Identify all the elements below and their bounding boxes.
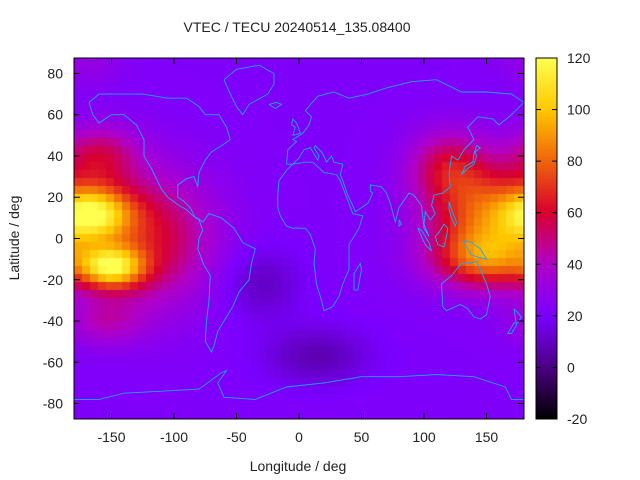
x-tick-label: 150 [475, 429, 499, 445]
y-axis-label: Latitude / deg [6, 196, 22, 281]
coastline-sumatra [417, 227, 432, 252]
coastline-africa [277, 161, 364, 312]
coastline-south-america [197, 213, 256, 354]
chart-title: VTEC / TECU 20240514_135.08400 [183, 19, 410, 35]
colorbar-tick-label: 100 [567, 102, 591, 118]
y-tick-label: 0 [55, 231, 63, 247]
colorbar [535, 57, 558, 420]
coastline-new-zealand [507, 308, 523, 334]
y-tick-label: 40 [47, 148, 63, 164]
y-axis: -80 -60 -40 -20 0 20 40 60 80 [43, 65, 524, 412]
colorbar-tick-label: 120 [567, 50, 591, 66]
x-axis-label: Longitude / deg [250, 458, 347, 474]
colorbar-tick-label: 0 [567, 359, 575, 375]
heatmap-layer [74, 58, 524, 419]
heatmap-raster [74, 58, 524, 419]
x-tick-label: -150 [97, 429, 125, 445]
colorbar-axis: -20 0 20 40 60 80 100 120 [536, 50, 591, 427]
coastline-madagascar [353, 262, 362, 291]
y-tick-label: -40 [43, 313, 63, 329]
coastline-sri-lanka [398, 219, 403, 228]
coastline-borneo [434, 223, 449, 248]
y-tick-label: -60 [43, 354, 63, 370]
colorbar-tick-label: -20 [567, 411, 587, 427]
coastline-layer [74, 64, 524, 400]
coastline-north-america [88, 93, 231, 221]
y-tick-label: -20 [43, 272, 63, 288]
colorbar-tick-label: 20 [567, 308, 583, 324]
y-tick-label: 20 [47, 189, 63, 205]
colorbar-tick-label: 40 [567, 256, 583, 272]
colorbar-tick-label: 80 [567, 153, 583, 169]
y-tick-label: 80 [47, 65, 63, 81]
coastline-new-guinea [462, 240, 488, 260]
coastline-antarctica [74, 369, 524, 400]
x-tick-label: -50 [226, 429, 246, 445]
y-tick-label: 60 [47, 107, 63, 123]
coastline-british-isles [290, 117, 301, 136]
colorbar-tick-label: 60 [567, 205, 583, 221]
coastline-australia [441, 260, 491, 320]
coastline-iceland [268, 101, 283, 110]
coastline-greenland [223, 64, 275, 116]
y-tick-label: -80 [43, 396, 63, 412]
x-tick-label: 50 [354, 429, 370, 445]
x-tick-label: 100 [412, 429, 436, 445]
x-axis: -150 -100 -50 0 50 100 150 [97, 58, 498, 445]
x-tick-label: -100 [160, 429, 188, 445]
x-tick-label: 0 [295, 429, 303, 445]
coastline-japan [461, 145, 482, 175]
coastline-eurasia [286, 79, 524, 237]
coastline-philippines [448, 201, 457, 228]
